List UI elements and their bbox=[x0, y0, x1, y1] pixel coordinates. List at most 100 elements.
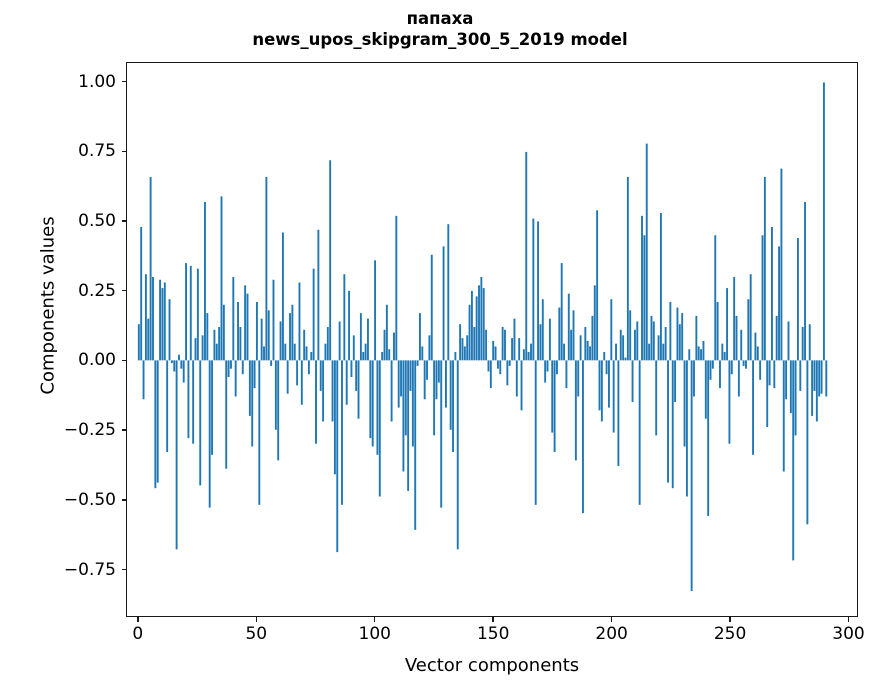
bar bbox=[440, 360, 443, 508]
x-tick-label: 300 bbox=[832, 624, 865, 644]
bar bbox=[610, 299, 613, 361]
bar bbox=[435, 360, 438, 400]
bar bbox=[685, 360, 688, 497]
bar bbox=[241, 360, 244, 375]
bar bbox=[248, 360, 251, 416]
bar bbox=[633, 329, 636, 361]
bar bbox=[246, 293, 249, 361]
bar bbox=[589, 346, 591, 361]
bar bbox=[499, 360, 502, 375]
bar bbox=[771, 226, 773, 361]
bar bbox=[603, 352, 606, 361]
x-tick-label: 150 bbox=[476, 624, 510, 644]
bar bbox=[825, 360, 828, 397]
bar bbox=[591, 315, 594, 361]
y-tick-label: 0.50 bbox=[78, 210, 116, 231]
y-tick-mark bbox=[122, 429, 127, 431]
y-axis-label: Components values bbox=[37, 216, 59, 395]
bar bbox=[629, 310, 632, 361]
bar bbox=[154, 360, 157, 489]
bar bbox=[350, 360, 353, 378]
bar bbox=[475, 296, 478, 361]
bar bbox=[218, 326, 221, 361]
bar bbox=[333, 360, 336, 475]
bar bbox=[383, 329, 386, 361]
bar bbox=[553, 360, 556, 453]
bar bbox=[728, 360, 731, 444]
bar bbox=[201, 335, 204, 361]
bar bbox=[754, 332, 757, 361]
bar bbox=[388, 349, 391, 361]
bar bbox=[740, 329, 743, 361]
bar bbox=[747, 299, 750, 361]
bar bbox=[279, 321, 282, 361]
bar bbox=[806, 360, 809, 525]
bar bbox=[180, 360, 183, 369]
bar bbox=[452, 360, 454, 453]
bar bbox=[572, 310, 575, 361]
bar bbox=[808, 324, 811, 361]
bar bbox=[735, 315, 738, 361]
bar bbox=[593, 285, 596, 361]
bar bbox=[818, 360, 821, 397]
bar bbox=[378, 360, 381, 497]
bar bbox=[168, 299, 171, 361]
bar bbox=[678, 324, 681, 361]
bar bbox=[787, 321, 790, 361]
bar bbox=[166, 360, 169, 453]
bar bbox=[541, 299, 544, 361]
bar bbox=[567, 293, 570, 361]
bar bbox=[208, 360, 211, 508]
bar bbox=[612, 360, 615, 433]
bar bbox=[570, 329, 573, 361]
bar bbox=[260, 318, 263, 361]
bar bbox=[326, 326, 329, 361]
bar bbox=[296, 360, 299, 386]
bar bbox=[362, 352, 365, 361]
y-tick-mark bbox=[122, 568, 127, 571]
bar bbox=[532, 218, 535, 361]
bar bbox=[419, 313, 421, 361]
bar bbox=[381, 352, 384, 361]
bar bbox=[449, 360, 452, 430]
y-tick-mark bbox=[122, 289, 127, 292]
bar bbox=[548, 318, 551, 361]
y-tick-mark bbox=[122, 359, 127, 362]
bar bbox=[556, 360, 558, 375]
y-tick-label: 0.00 bbox=[78, 350, 116, 371]
bar bbox=[393, 332, 395, 361]
bar bbox=[768, 360, 771, 386]
bar bbox=[619, 329, 622, 361]
bar bbox=[815, 360, 818, 422]
bar bbox=[513, 318, 516, 361]
bar bbox=[799, 360, 802, 391]
bar bbox=[447, 224, 450, 361]
bar bbox=[277, 360, 280, 461]
bar bbox=[258, 360, 261, 505]
x-tick-label: 50 bbox=[245, 624, 268, 644]
bar bbox=[239, 326, 242, 361]
bar bbox=[454, 352, 457, 361]
bar bbox=[459, 324, 462, 361]
bar bbox=[192, 360, 195, 444]
bar bbox=[263, 346, 265, 361]
x-tick-label: 0 bbox=[132, 624, 144, 644]
bar bbox=[546, 360, 549, 372]
bar bbox=[215, 343, 218, 361]
bar bbox=[376, 360, 379, 455]
bar bbox=[369, 360, 372, 439]
bar bbox=[244, 285, 247, 361]
bar bbox=[813, 360, 816, 391]
bar bbox=[638, 360, 641, 505]
bar bbox=[341, 360, 343, 505]
bar bbox=[636, 321, 639, 361]
bar bbox=[804, 201, 806, 361]
bar bbox=[822, 82, 825, 361]
bar bbox=[688, 349, 691, 361]
bar bbox=[773, 360, 776, 389]
bar bbox=[624, 357, 627, 361]
bar bbox=[492, 340, 495, 361]
bar bbox=[411, 360, 414, 447]
bar bbox=[289, 313, 291, 361]
bar bbox=[719, 360, 721, 389]
